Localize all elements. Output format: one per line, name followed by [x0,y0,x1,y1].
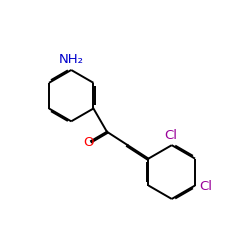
Text: NH₂: NH₂ [59,53,84,66]
Text: Cl: Cl [200,180,212,193]
Text: Cl: Cl [164,129,177,142]
Text: O: O [83,136,93,149]
